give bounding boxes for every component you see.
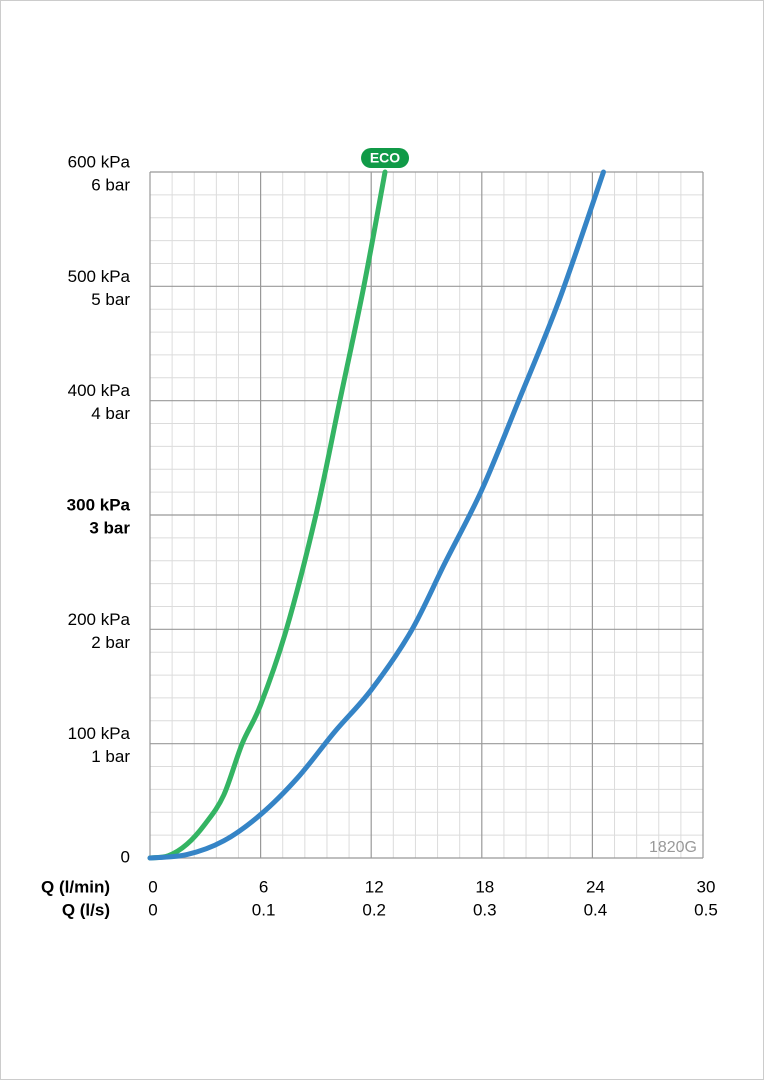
badge-label: ECO	[370, 150, 400, 166]
x2-tick-label: 0.1	[252, 900, 276, 919]
y-tick-label: 300 kPa	[67, 495, 131, 514]
y2-tick-label: 5 bar	[91, 290, 130, 309]
x-tick-label: 30	[697, 877, 716, 896]
y2-tick-label: 3 bar	[89, 518, 130, 537]
x-tick-label: 18	[475, 877, 494, 896]
line-series	[147, 169, 606, 861]
y-tick-label: 100 kPa	[68, 724, 131, 743]
y2-tick-label: 4 bar	[91, 404, 130, 423]
x2-tick-label: 0.4	[584, 900, 608, 919]
y2-tick-label: 2 bar	[91, 633, 130, 652]
x2-tick-label: 0	[148, 900, 157, 919]
watermark: 1820G	[649, 839, 697, 856]
y-tick-label: 500 kPa	[68, 267, 131, 286]
x-tick-label: 6	[259, 877, 268, 896]
x-tick-label: 24	[586, 877, 605, 896]
y-tick-label: 200 kPa	[68, 610, 131, 629]
y2-tick-label: 6 bar	[91, 175, 130, 194]
x2-tick-label: 0.5	[694, 900, 718, 919]
badge	[361, 148, 410, 168]
x-tick-label: 0	[148, 877, 157, 896]
x-tick-label: 12	[365, 877, 384, 896]
x2-tick-label: 0.2	[362, 900, 386, 919]
x2-axis-label: Q (l/s)	[62, 900, 110, 919]
y-tick-label: 400 kPa	[68, 381, 131, 400]
x2-tick-label: 0.3	[473, 900, 497, 919]
y-tick-label: 0	[121, 847, 130, 866]
y2-tick-label: 1 bar	[91, 747, 130, 766]
y-tick-label: 600 kPa	[68, 152, 131, 171]
x-axis-label: Q (l/min)	[41, 877, 110, 896]
line-series	[147, 169, 388, 861]
